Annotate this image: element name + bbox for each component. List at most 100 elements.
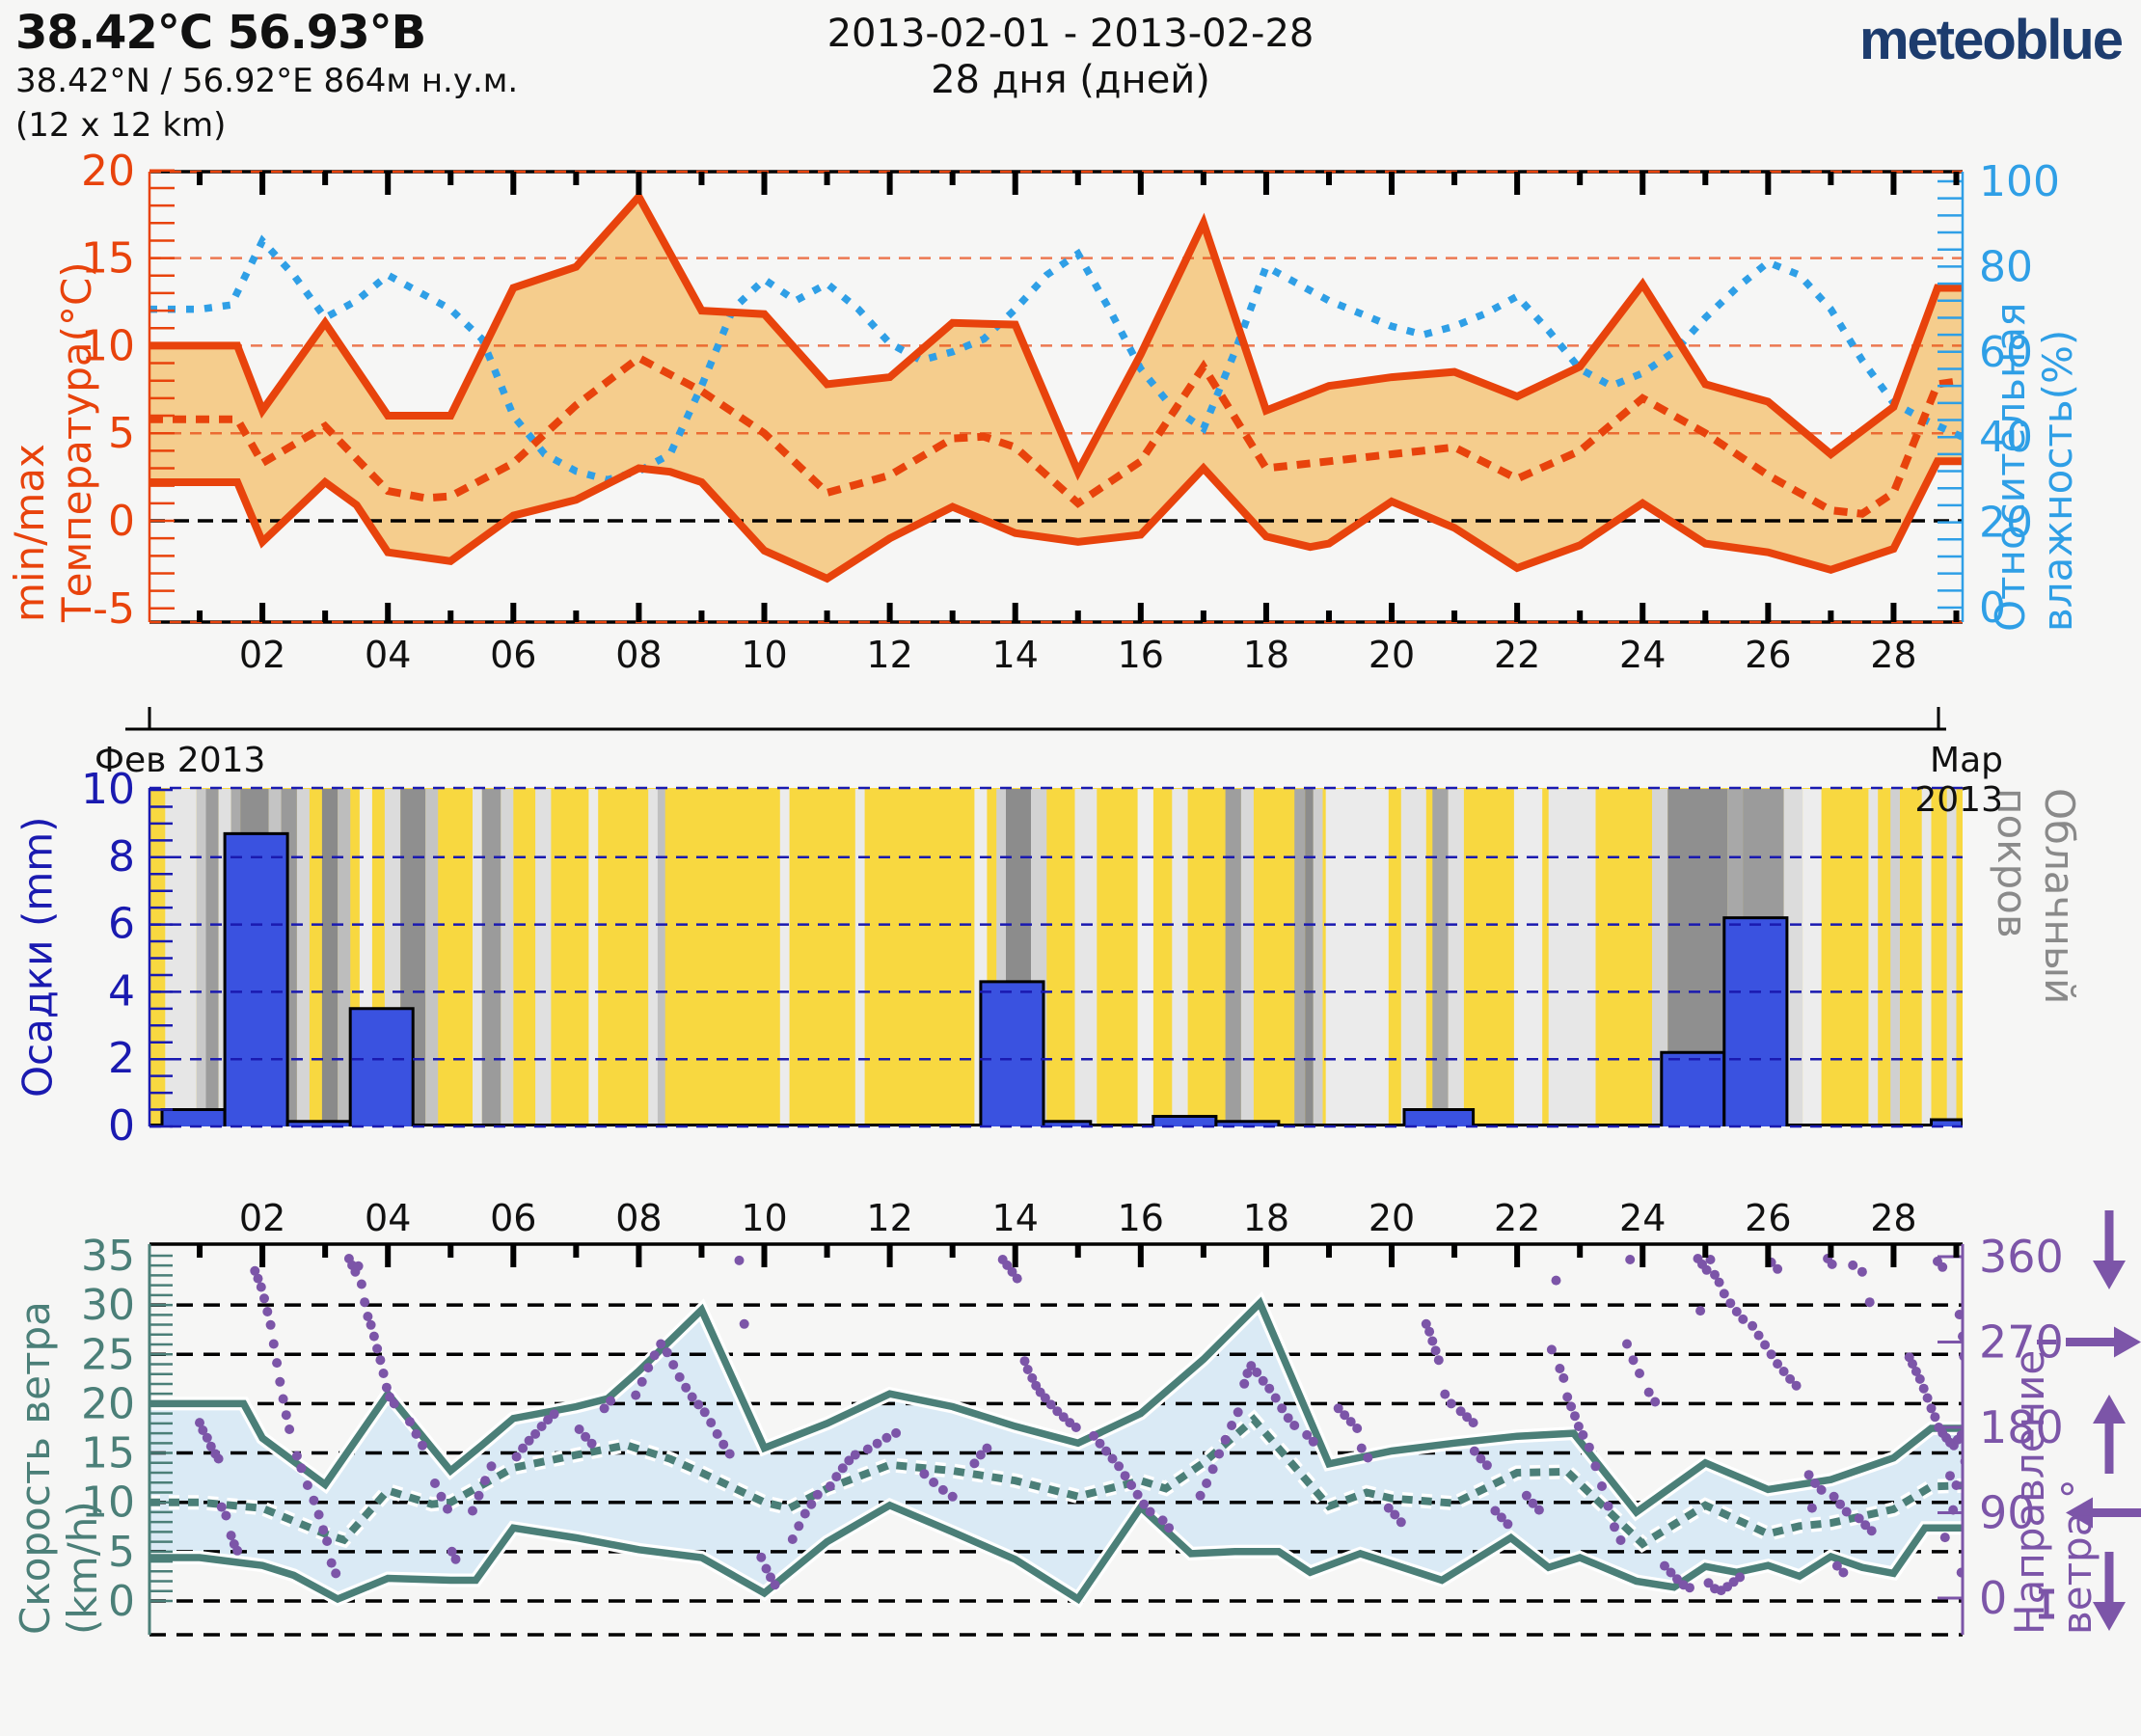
tick-label: 5 [108,409,135,458]
wind-direction-dot [1469,1446,1479,1456]
wind-direction-dot [1040,1393,1050,1403]
cloud-stripe [1313,789,1323,1126]
cloud-stripe [1240,789,1254,1126]
wind-direction-dot [799,1508,810,1519]
wind-direction-dot [1528,1498,1538,1508]
wind-direction-dot [281,1410,291,1421]
wind-direction-dot [256,1282,266,1292]
wind-direction-dot [480,1476,490,1486]
wind-direction-dot [1760,1340,1771,1350]
wind-direction-dot [1022,1365,1033,1374]
wind-direction-dot [363,1312,373,1321]
wind-direction-dot [375,1355,386,1366]
wind-direction-dot [1864,1297,1875,1308]
precip-bar [223,831,289,1126]
wind-direction-dot [272,1358,283,1369]
wind-direction-dot [1725,1298,1736,1309]
precip-bar [1214,1120,1281,1126]
wind-direction-dot [1390,1509,1400,1520]
wind-direction-dot [1356,1443,1367,1453]
tick-label: 40 [1979,413,2033,462]
cloud-stripe [473,789,482,1126]
cloud-stripe [296,789,310,1126]
wind-direction-dot [1930,1412,1940,1423]
tick-label: 10 [741,634,787,676]
wind-direction-dot [1938,1261,1948,1272]
wind-direction-dot [474,1490,484,1501]
wind-direction-dot [262,1307,273,1316]
wind-direction-dot [1246,1361,1257,1371]
cloud-stripe [501,789,514,1126]
wind-direction-dot [360,1297,370,1308]
wind-direction-dot [1908,1359,1917,1370]
wind-direction-dot [1829,1491,1839,1502]
tick-label: 0 [1979,1572,2007,1624]
wind-direction-dot [1239,1378,1250,1389]
tick-label: 24 [1619,634,1666,676]
wind-direction-dot [530,1428,541,1439]
wind-direction-dot [296,1463,307,1474]
cloud-stripe [1868,789,1879,1126]
tick-label: 28 [1870,634,1916,676]
cloud-stripe [648,789,658,1126]
wind-direction-dot [195,1418,204,1428]
cloud-stripe [657,789,665,1126]
wind-direction-dot [982,1443,992,1453]
page-title: 38.42°C 56.93°B [15,6,426,60]
wind-direction-dot [574,1424,584,1434]
wind-direction-dot [699,1407,710,1418]
cloud-stripe [854,789,865,1126]
wind-direction-dot [1027,1372,1038,1383]
wind-direction-dot [1748,1320,1758,1331]
tick-label: 2 [108,1034,135,1083]
wind-direction-dot [450,1554,461,1564]
wind-direction-dot [1345,1417,1356,1427]
wind-direction-dot [302,1480,312,1490]
wind-direction-dot [1468,1418,1478,1428]
wind-direction-dot [1590,1461,1601,1472]
wind-direction-dot [318,1525,329,1535]
tick-label: 35 [81,1232,135,1281]
precip-bar [1722,916,1789,1126]
wind-direction-dot [681,1382,691,1393]
wind-direction-dot [668,1360,679,1370]
temp-axis-title: min/max Температура(°C) [6,261,100,622]
wind-direction-dot [831,1472,842,1482]
wind-direction-dot [837,1463,848,1474]
wind-direction-dot [761,1563,772,1574]
tick-label: 14 [992,1197,1039,1239]
wind-direction-dot [1778,1367,1789,1376]
temp-mean-line [149,353,1963,518]
wind-direction-dot [794,1521,804,1532]
cloud-stripe [1074,789,1098,1126]
wind-direction-dot [1735,1572,1746,1583]
precip-bar [348,1007,415,1126]
wind-direction-dot [1785,1373,1796,1384]
wind-direction-dot [1126,1480,1137,1490]
wind-direction-dot [1352,1424,1363,1433]
tick-label: 26 [1745,1197,1791,1239]
wind-direction-dot [975,1450,986,1460]
wind-direction-dot [356,1279,366,1289]
tick-label: 20 [81,147,135,196]
wind-direction-dot [1766,1349,1776,1360]
wind-direction-dot [1433,1355,1444,1366]
tick-label: 02 [239,634,285,676]
wind-direction-dot [872,1438,882,1449]
wind-direction-dot [1816,1484,1827,1495]
wind-direction-dot [1918,1383,1929,1394]
wind-direction-dot [1012,1273,1022,1284]
wind-direction-dot [1007,1266,1017,1277]
tick-label: 18 [1243,634,1289,676]
cloud-stripe [205,789,219,1126]
wind-direction-dot [1496,1512,1506,1523]
wind-direction-dot [1139,1499,1150,1509]
tick-label: 30 [81,1281,135,1330]
wind-direction-dot [1164,1523,1175,1533]
tick-label: 16 [1118,1197,1164,1239]
temperature-humidity-chart: 20 15 10 5 0 -5 100 80 60 40 20 0 02 04 06 08 10 12 14 16 18… [81,147,2060,731]
wind-direction-dot [656,1339,666,1349]
wind-direction-dot [770,1580,780,1590]
wind-direction-dot [1738,1314,1748,1324]
